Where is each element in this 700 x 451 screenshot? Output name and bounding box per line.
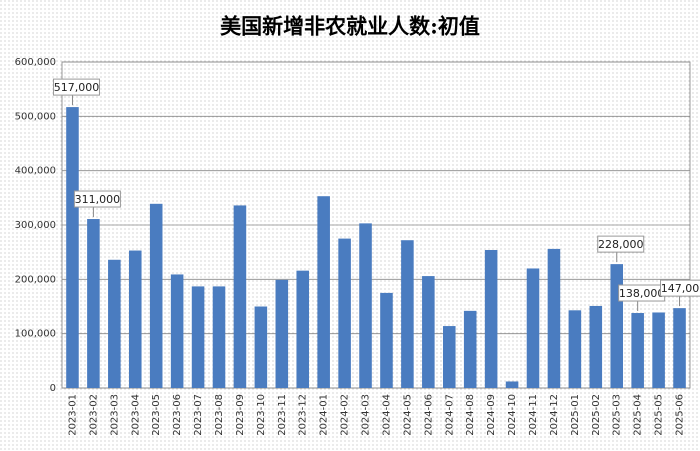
x-tick-label: 2025-04 [633,394,644,436]
bar [275,279,289,388]
bar [442,326,456,388]
x-tick-label: 2023-10 [256,394,267,436]
x-tick-label: 2024-07 [444,394,455,436]
bar [170,274,184,388]
y-tick-label: 300,000 [15,220,56,231]
bar [401,240,414,388]
bar [589,305,603,388]
x-tick-label: 2023-07 [193,394,204,436]
bar [66,107,79,388]
chart-title: 美国新增非农就业人数:初值 [220,14,480,39]
x-tick-label: 2025-02 [591,394,602,436]
x-tick-label: 2025-06 [675,394,686,436]
x-tick-label: 2023-09 [235,394,246,436]
bar [652,312,665,388]
x-tick-label: 2024-12 [549,394,560,436]
bar [87,219,100,388]
x-tick-label: 2024-06 [423,394,434,436]
x-tick-label: 2024-09 [486,394,497,436]
bar [233,205,247,388]
bar [380,292,393,388]
bar [191,286,205,388]
x-tick-label: 2024-05 [402,394,413,436]
y-tick-label: 600,000 [15,57,56,68]
callout-box [597,235,645,253]
bar [296,270,310,388]
bar [212,286,226,388]
bar [422,276,435,388]
x-tick-label: 2024-08 [465,394,476,436]
x-tick-label: 2023-05 [151,394,162,436]
bar [359,223,372,388]
y-tick-label: 0 [50,383,56,394]
bar [338,238,351,388]
callout-box [52,78,100,96]
x-tick-label: 2023-06 [172,394,183,436]
value-label: 311,000 [75,193,121,206]
bar [505,381,519,388]
x-tick-label: 2023-11 [277,394,288,436]
bar [149,203,163,388]
callout-box [73,190,121,208]
bar [631,313,644,388]
x-tick-label: 2023-04 [130,394,141,436]
value-label: 138,000 [619,287,665,300]
x-tick-label: 2024-01 [319,394,330,436]
y-tick-label: 100,000 [15,329,56,340]
x-tick-label: 2023-02 [88,394,99,436]
bar [254,306,268,388]
value-label: 147,000 [661,282,700,295]
x-tick-label: 2025-01 [570,394,581,436]
y-tick-label: 200,000 [15,274,56,285]
x-tick-label: 2023-08 [214,394,225,436]
x-tick-label: 2024-03 [361,394,372,436]
x-tick-label: 2025-03 [612,394,623,436]
value-label: 228,000 [598,238,644,251]
bar [484,249,498,388]
bar [526,268,540,388]
x-tick-label: 2025-05 [654,394,665,436]
x-tick-label: 2024-04 [381,394,392,436]
bar [128,250,142,388]
callout-box [660,279,700,297]
bar [547,248,561,388]
bar [108,259,121,388]
bar [673,308,686,388]
x-tick-label: 2024-11 [528,394,539,436]
x-tick-label: 2024-10 [507,394,518,436]
bar [463,310,477,388]
bar [610,264,624,388]
value-label: 517,000 [54,81,100,94]
x-tick-label: 2024-02 [340,394,351,436]
x-tick-label: 2023-01 [67,394,78,436]
x-tick-label: 2023-03 [109,394,120,436]
y-tick-label: 500,000 [15,111,56,122]
y-tick-label: 400,000 [15,166,56,177]
bar [568,310,582,388]
x-tick-label: 2023-12 [298,394,309,436]
bar [317,196,330,388]
